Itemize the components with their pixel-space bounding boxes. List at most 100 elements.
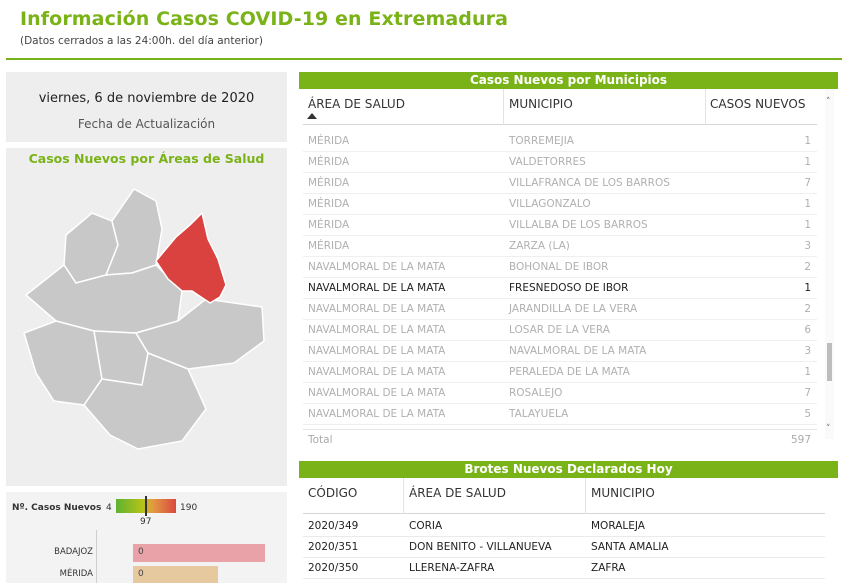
row-casos: 1 bbox=[804, 219, 811, 231]
area-bar-fill bbox=[133, 544, 265, 562]
area-bar-value: 0 bbox=[138, 547, 144, 557]
legend-max: 190 bbox=[180, 503, 198, 513]
health-areas-map-card: Casos Nuevos por Áreas de Salud bbox=[6, 148, 287, 486]
map-region-plasencia[interactable] bbox=[104, 188, 163, 276]
sort-ascending-icon[interactable] bbox=[307, 113, 317, 119]
area-bar-row[interactable]: BADAJOZ 0 bbox=[6, 544, 287, 562]
column-separator[interactable] bbox=[705, 89, 706, 125]
municipios-scrollbar[interactable]: ˄ ˅ bbox=[825, 89, 834, 439]
row-municipio: PERALEDA DE LA MATA bbox=[509, 366, 630, 378]
row-area: NAVALMORAL DE LA MATA bbox=[308, 345, 446, 357]
table-row[interactable]: 2020/350 LLERENA-ZAFRA ZAFRA bbox=[303, 558, 825, 579]
cases-legend-card: Nº. Casos Nuevos 4 190 97 BADAJOZ 0 MÉRI… bbox=[6, 492, 287, 583]
row-area: DON BENITO - VILLANUEVA bbox=[409, 541, 552, 553]
brotes-table-title: Brotes Nuevos Declarados Hoy bbox=[299, 461, 838, 478]
map-region-navalmoral-de-la-mata[interactable] bbox=[155, 211, 227, 304]
table-row[interactable]: NAVALMORAL DE LA MATA ROSALEJO 7 bbox=[303, 383, 817, 404]
col-header-codigo[interactable]: CÓDIGO bbox=[308, 486, 358, 500]
brotes-table-body: 2020/349 CORIA MORALEJA 2020/351 DON BENITO … bbox=[303, 516, 825, 579]
area-bar-fill bbox=[133, 566, 218, 583]
table-row[interactable]: NAVALMORAL DE LA MATA TALAYUELA 5 bbox=[303, 404, 817, 425]
row-codigo: 2020/350 bbox=[308, 562, 359, 574]
area-bar-label: MÉRIDA bbox=[59, 569, 93, 579]
row-area: NAVALMORAL DE LA MATA bbox=[308, 366, 446, 378]
row-municipio: VILLALBA DE LOS BARROS bbox=[509, 219, 648, 231]
column-separator[interactable] bbox=[503, 89, 504, 125]
row-casos: 1 bbox=[804, 135, 811, 147]
table-row[interactable]: NAVALMORAL DE LA MATA LOSAR DE LA VERA 6 bbox=[303, 320, 817, 341]
row-area: MÉRIDA bbox=[308, 240, 350, 252]
table-row[interactable]: NAVALMORAL DE LA MATA PERALEDA DE LA MATA… bbox=[303, 362, 817, 383]
total-value: 597 bbox=[790, 434, 811, 446]
scrollbar-thumb[interactable] bbox=[827, 343, 832, 381]
table-row[interactable]: NAVALMORAL DE LA MATA BOHONAL DE IBOR 2 bbox=[303, 257, 817, 278]
page-subtitle: (Datos cerrados a las 24:00h. del día an… bbox=[20, 35, 263, 47]
row-municipio: ROSALEJO bbox=[509, 387, 563, 399]
update-date: viernes, 6 de noviembre de 2020 bbox=[38, 91, 255, 106]
brotes-table-header: CÓDIGO ÁREA DE SALUD MUNICIPIO bbox=[303, 478, 825, 514]
row-casos: 1 bbox=[804, 156, 811, 168]
legend-min: 4 bbox=[106, 503, 112, 513]
row-casos: 2 bbox=[804, 261, 811, 273]
row-casos: 5 bbox=[804, 408, 811, 420]
row-municipio: NAVALMORAL DE LA MATA bbox=[509, 345, 647, 357]
row-casos: 1 bbox=[804, 366, 811, 378]
row-municipio: TORREMEJIA bbox=[509, 135, 574, 147]
row-area: MÉRIDA bbox=[308, 177, 350, 189]
row-area: MÉRIDA bbox=[308, 219, 350, 231]
row-municipio: VILLAFRANCA DE LOS BARROS bbox=[509, 177, 670, 189]
col-header-municipio[interactable]: MUNICIPIO bbox=[591, 486, 655, 500]
row-municipio: JARANDILLA DE LA VERA bbox=[509, 303, 638, 315]
col-header-casos[interactable]: CASOS NUEVOS bbox=[710, 97, 806, 111]
table-row[interactable]: NAVALMORAL DE LA MATA FRESNEDOSO DE IBOR 1 bbox=[303, 278, 817, 299]
legend-title: Nº. Casos Nuevos bbox=[12, 503, 102, 513]
row-casos: 7 bbox=[804, 177, 811, 189]
area-bar-value: 0 bbox=[138, 569, 144, 579]
row-municipio: SANTA AMALIA bbox=[591, 541, 669, 553]
table-row[interactable]: MÉRIDA ZARZA (LA) 3 bbox=[303, 236, 817, 257]
col-header-municipio[interactable]: MUNICIPIO bbox=[509, 97, 573, 111]
map-region-llerena-zafra[interactable] bbox=[83, 351, 207, 450]
table-row[interactable]: MÉRIDA VILLAFRANCA DE LOS BARROS 7 bbox=[303, 173, 817, 194]
row-area: CORIA bbox=[409, 520, 443, 532]
row-codigo: 2020/349 bbox=[308, 520, 359, 532]
area-bar-row[interactable]: MÉRIDA 0 bbox=[6, 566, 287, 583]
area-bar-label: BADAJOZ bbox=[54, 547, 93, 557]
table-row[interactable]: MÉRIDA TORREMEJIA 1 bbox=[303, 131, 817, 152]
municipios-total-row: Total 597 bbox=[303, 429, 817, 449]
scroll-down-icon[interactable]: ˅ bbox=[826, 424, 831, 434]
scroll-up-icon[interactable]: ˄ bbox=[826, 97, 831, 107]
row-casos: 3 bbox=[804, 345, 811, 357]
map-title: Casos Nuevos por Áreas de Salud bbox=[28, 151, 265, 166]
row-area: NAVALMORAL DE LA MATA bbox=[308, 408, 446, 420]
row-casos: 6 bbox=[804, 324, 811, 336]
row-casos: 3 bbox=[804, 240, 811, 252]
row-area: NAVALMORAL DE LA MATA bbox=[308, 303, 446, 315]
brotes-table: CÓDIGO ÁREA DE SALUD MUNICIPIO 2020/349 C… bbox=[299, 478, 838, 583]
table-row[interactable]: MÉRIDA VILLAGONZALO 1 bbox=[303, 194, 817, 215]
row-area: NAVALMORAL DE LA MATA bbox=[308, 324, 446, 336]
header-divider bbox=[6, 58, 842, 60]
row-municipio: VILLAGONZALO bbox=[509, 198, 591, 210]
col-header-area[interactable]: ÁREA DE SALUD bbox=[409, 486, 506, 500]
row-casos: 1 bbox=[804, 198, 811, 210]
table-row[interactable]: 2020/351 DON BENITO - VILLANUEVA SANTA AMA… bbox=[303, 537, 825, 558]
column-separator[interactable] bbox=[585, 478, 586, 514]
table-row[interactable]: MÉRIDA VALDETORRES 1 bbox=[303, 152, 817, 173]
map-region-badajoz[interactable] bbox=[23, 320, 103, 406]
row-municipio: ZAFRA bbox=[591, 562, 626, 574]
legend-mid: 97 bbox=[140, 517, 152, 527]
page-header: Información Casos COVID-19 en Extremadur… bbox=[0, 0, 843, 62]
table-row[interactable]: MÉRIDA VILLALBA DE LOS BARROS 1 bbox=[303, 215, 817, 236]
municipios-table: ÁREA DE SALUD MUNICIPIO CASOS NUEVOS MÉR… bbox=[299, 89, 838, 449]
col-header-area[interactable]: ÁREA DE SALUD bbox=[308, 97, 405, 111]
column-separator[interactable] bbox=[403, 478, 404, 514]
table-row[interactable]: NAVALMORAL DE LA MATA NAVALMORAL DE LA MA… bbox=[303, 341, 817, 362]
row-area: MÉRIDA bbox=[308, 135, 350, 147]
table-row[interactable]: 2020/349 CORIA MORALEJA bbox=[303, 516, 825, 537]
legend-divider bbox=[96, 530, 97, 583]
row-municipio: FRESNEDOSO DE IBOR bbox=[509, 282, 629, 294]
municipios-table-body: MÉRIDA TORREMEJIA 1 MÉRIDA VALDETORRES 1 MÉRID… bbox=[303, 131, 817, 425]
table-row[interactable]: NAVALMORAL DE LA MATA JARANDILLA DE LA VE… bbox=[303, 299, 817, 320]
row-codigo: 2020/351 bbox=[308, 541, 359, 553]
